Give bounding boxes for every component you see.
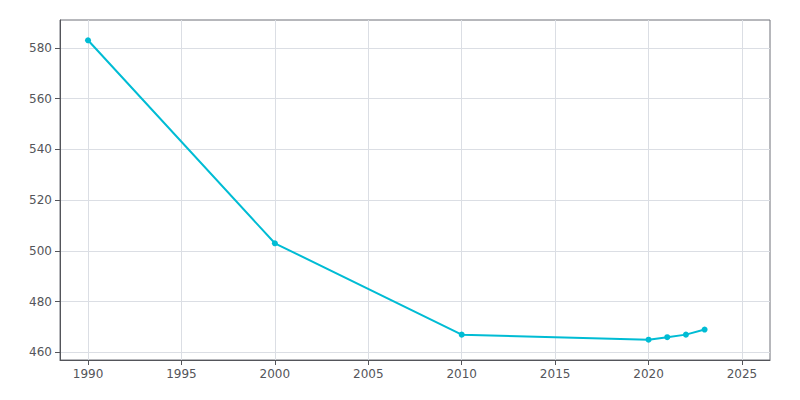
- svg-text:2020: 2020: [633, 367, 664, 381]
- svg-text:520: 520: [29, 193, 52, 207]
- svg-text:2000: 2000: [260, 367, 291, 381]
- svg-text:2005: 2005: [353, 367, 384, 381]
- svg-text:2025: 2025: [727, 367, 758, 381]
- svg-text:2010: 2010: [446, 367, 477, 381]
- svg-text:540: 540: [29, 142, 52, 156]
- svg-text:500: 500: [29, 244, 52, 258]
- svg-text:480: 480: [29, 295, 52, 309]
- svg-text:560: 560: [29, 92, 52, 106]
- svg-text:2015: 2015: [540, 367, 571, 381]
- svg-text:580: 580: [29, 41, 52, 55]
- svg-text:1995: 1995: [166, 367, 197, 381]
- svg-text:460: 460: [29, 345, 52, 359]
- svg-text:1990: 1990: [73, 367, 104, 381]
